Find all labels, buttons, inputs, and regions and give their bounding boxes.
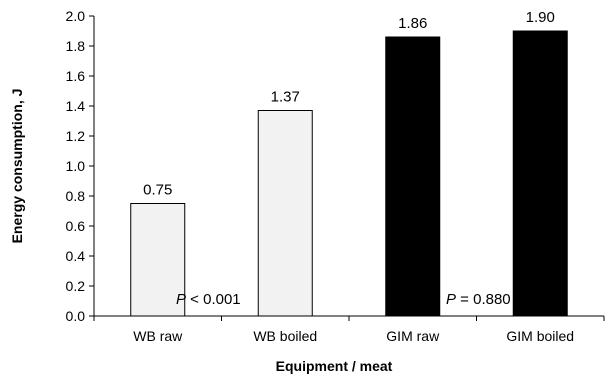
x-category-label: WB raw — [133, 328, 183, 344]
p-value-annotation-wb: P < 0.001 — [176, 291, 241, 308]
x-axis-title: Equipment / meat — [276, 358, 393, 374]
y-tick-label: 0.4 — [66, 248, 86, 264]
p-value-annotation-gim: P = 0.880 — [446, 291, 511, 308]
bar — [130, 203, 186, 317]
x-category-label: GIM boiled — [506, 328, 574, 344]
data-labels: 0.75 1.37 1.86 1.90 — [143, 9, 555, 199]
y-axis-title: Energy consumption, J — [9, 89, 25, 244]
p-value-text: < 0.001 — [186, 291, 241, 308]
bar — [512, 30, 568, 317]
data-label: 0.75 — [143, 182, 172, 199]
x-category-label: WB boiled — [253, 328, 317, 344]
y-tick-label: 1.2 — [66, 128, 86, 144]
y-tick-label: 0.0 — [66, 308, 86, 324]
p-symbol: P — [446, 291, 456, 308]
y-axis-ticks: 0.0 0.2 0.4 0.6 0.8 1.0 1.2 1.4 1.6 1.8 2.0 — [66, 8, 94, 324]
p-symbol: P — [176, 291, 186, 308]
y-tick-label: 0.6 — [66, 218, 86, 234]
data-label: 1.86 — [398, 15, 427, 32]
y-tick-label: 1.4 — [66, 98, 86, 114]
bars — [130, 30, 568, 317]
data-label: 1.37 — [271, 89, 300, 106]
y-tick-label: 1.0 — [66, 158, 86, 174]
p-value-text: = 0.880 — [456, 291, 511, 308]
data-label: 1.90 — [526, 9, 555, 26]
y-tick-label: 1.8 — [66, 38, 86, 54]
x-axis-categories: WB raw WB boiled GIM raw GIM boiled — [93, 316, 605, 344]
x-category-label: GIM raw — [386, 328, 440, 344]
bar — [257, 110, 313, 317]
bar — [385, 36, 441, 317]
y-tick-label: 0.8 — [66, 188, 86, 204]
y-tick-label: 1.6 — [66, 68, 86, 84]
y-tick-label: 2.0 — [66, 8, 86, 24]
y-tick-label: 0.2 — [66, 278, 86, 294]
